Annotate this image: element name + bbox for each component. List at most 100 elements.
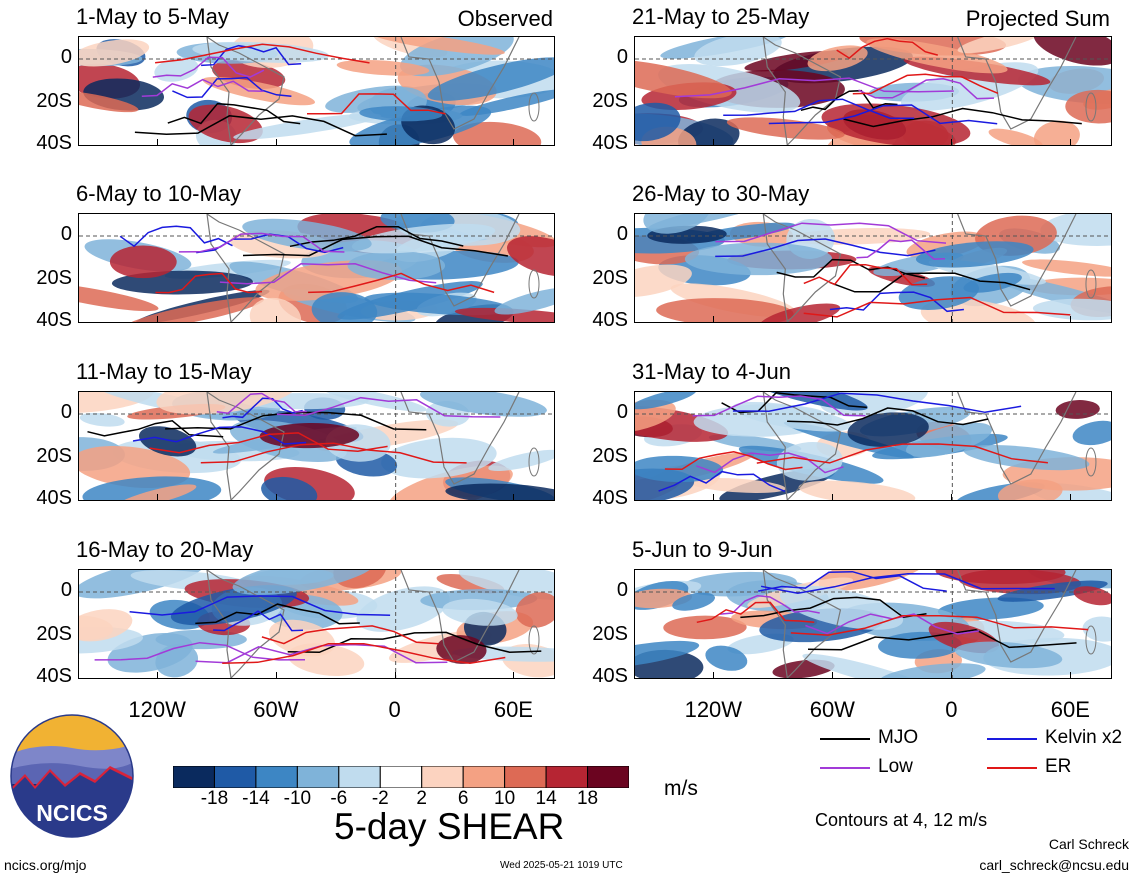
x-tick-mark — [951, 494, 953, 500]
contour-er — [756, 443, 1048, 464]
shear-anomaly-blob — [726, 117, 845, 140]
shear-anomaly-blob — [1073, 586, 1111, 606]
coastline-south-america-west — [206, 570, 232, 678]
shear-anomaly-blob — [242, 218, 372, 252]
shear-map — [634, 36, 1112, 146]
x-tick-mark — [275, 139, 277, 145]
x-tick-label: 60E — [493, 697, 533, 722]
shear-anomaly-blob — [705, 645, 748, 671]
colorbar-tick-label: -6 — [330, 788, 348, 809]
x-tick-mark — [275, 316, 277, 322]
legend-label: Kelvin x2 — [1045, 727, 1123, 748]
shear-anomaly-blob — [684, 242, 833, 276]
contour-low — [674, 77, 954, 98]
shear-anomaly-blob — [170, 585, 297, 626]
colorbar-tick-label: -10 — [283, 788, 312, 809]
contour-low — [858, 78, 995, 100]
contour-low — [856, 239, 946, 260]
x-tick-mark — [832, 139, 834, 145]
contour-low — [696, 452, 844, 474]
colorbar-swatch — [504, 765, 547, 789]
coastline-madagascar — [528, 269, 540, 299]
y-tick-label: 40S — [592, 487, 628, 509]
coastline-south-america — [206, 214, 285, 322]
y-tick-label: 20S — [36, 267, 72, 289]
x-tick-mark — [832, 316, 834, 322]
shear-anomaly-blob — [1033, 120, 1080, 145]
shear-map — [634, 391, 1112, 501]
y-tick-label: 20S — [592, 623, 628, 645]
colorbar-swatch — [296, 765, 340, 789]
x-tick-mark — [713, 672, 715, 678]
contour-low — [178, 232, 345, 253]
contour-er — [803, 296, 1071, 318]
shear-anomaly-blob — [116, 484, 197, 500]
shear-anomaly-blob — [442, 598, 518, 626]
shear-anomaly-blob — [79, 412, 125, 427]
coastline-africa — [957, 570, 1077, 663]
panel-title: 16-May to 20-May — [76, 537, 254, 562]
contour-mjo — [807, 629, 1077, 651]
shear-anomaly-blob — [1072, 420, 1111, 446]
contour-er — [155, 272, 263, 294]
contour-low — [276, 396, 501, 418]
contour-er — [852, 73, 999, 95]
coastline-africa — [957, 37, 1077, 130]
x-tick-mark — [1070, 139, 1072, 145]
legend-swatch — [820, 738, 870, 740]
x-tick-label: 0 — [388, 697, 401, 722]
shear-anomaly-blob — [494, 287, 554, 315]
footer-url[interactable]: ncics.org/mjo — [4, 857, 87, 873]
y-tick-label: 20S — [36, 90, 72, 112]
contour-mjo — [242, 235, 509, 257]
x-tick-mark — [832, 672, 834, 678]
shear-anomaly-blob — [742, 392, 868, 411]
shear-anomaly-blob — [963, 272, 1022, 293]
coastline-madagascar — [1085, 625, 1097, 655]
panel-title: 26-May to 30-May — [632, 181, 810, 206]
x-tick-mark — [157, 139, 159, 145]
x-tick-mark — [157, 316, 159, 322]
footer-email[interactable]: carl_schreck@ncsu.edu — [979, 857, 1129, 873]
x-tick-mark — [951, 139, 953, 145]
shear-anomaly-blob — [336, 59, 430, 76]
footer-timestamp: Wed 2025-05-21 1019 UTC — [500, 860, 623, 871]
shear-anomaly-blob — [663, 615, 747, 640]
logo-text: NCICS — [36, 800, 108, 826]
shear-anomaly-blob — [1055, 400, 1100, 419]
x-tick-mark — [157, 672, 159, 678]
contour-er — [836, 37, 938, 60]
shear-anomaly-blob — [963, 445, 1090, 471]
shear-map — [78, 391, 555, 501]
shear-anomaly-blob — [445, 483, 554, 500]
coastline-madagascar — [1085, 92, 1097, 122]
shear-map — [78, 36, 555, 146]
coastline-south-america-west — [762, 392, 788, 500]
shear-anomaly-blob — [1082, 616, 1111, 642]
colorbar-tick-label: 6 — [457, 788, 469, 809]
contour-mjo — [843, 107, 1082, 128]
coastline-south-america — [206, 570, 285, 678]
x-tick-mark — [1070, 494, 1072, 500]
shear-anomaly-blob — [906, 422, 993, 458]
x-tick-mark — [394, 494, 396, 500]
colorbar-units: m/s — [664, 777, 698, 800]
y-tick-label: 0 — [60, 46, 72, 68]
shear-anomaly-blob — [879, 663, 986, 678]
colorbar-swatch — [545, 765, 589, 789]
x-tick-mark — [394, 139, 396, 145]
contour-mjo — [287, 631, 542, 654]
contour-kelvin-x2 — [758, 570, 947, 592]
shear-anomaly-blob — [259, 423, 360, 449]
contour-kelvin-x2 — [768, 104, 998, 125]
legend-swatch — [987, 738, 1037, 740]
shear-anomaly-blob — [79, 392, 154, 414]
shear-anomaly-blob — [458, 570, 554, 600]
shear-anomaly-blob — [79, 283, 159, 312]
contour-kelvin-x2 — [760, 573, 1055, 594]
panel-label: Observed — [457, 6, 553, 31]
shear-anomaly-blob — [937, 597, 1044, 620]
shear-anomaly-blob — [954, 641, 1063, 669]
contour-low — [152, 56, 265, 78]
y-tick-label: 40S — [592, 309, 628, 331]
